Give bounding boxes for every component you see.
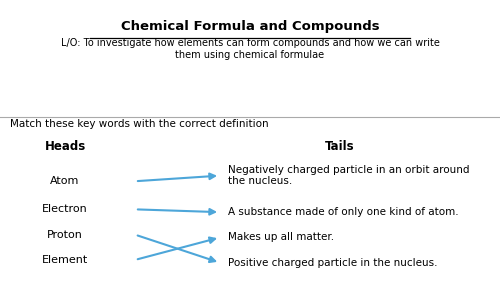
Text: Electron: Electron: [42, 204, 88, 214]
Text: Chemical Formula and Compounds: Chemical Formula and Compounds: [120, 20, 380, 33]
Text: Negatively charged particle in an orbit around
the nucleus.: Negatively charged particle in an orbit …: [228, 165, 469, 186]
Text: Heads: Heads: [44, 140, 86, 153]
Text: L/O: To investigate how elements can form compounds and how we can write
them us: L/O: To investigate how elements can for…: [60, 38, 440, 60]
Text: Positive charged particle in the nucleus.: Positive charged particle in the nucleus…: [228, 258, 437, 268]
Text: Tails: Tails: [325, 140, 355, 153]
Text: A substance made of only one kind of atom.: A substance made of only one kind of ato…: [228, 207, 458, 217]
Text: Match these key words with the correct definition: Match these key words with the correct d…: [10, 119, 268, 130]
Text: Proton: Proton: [47, 230, 83, 240]
Text: Atom: Atom: [50, 176, 80, 186]
Text: Makes up all matter.: Makes up all matter.: [228, 232, 334, 243]
Text: Element: Element: [42, 255, 88, 265]
